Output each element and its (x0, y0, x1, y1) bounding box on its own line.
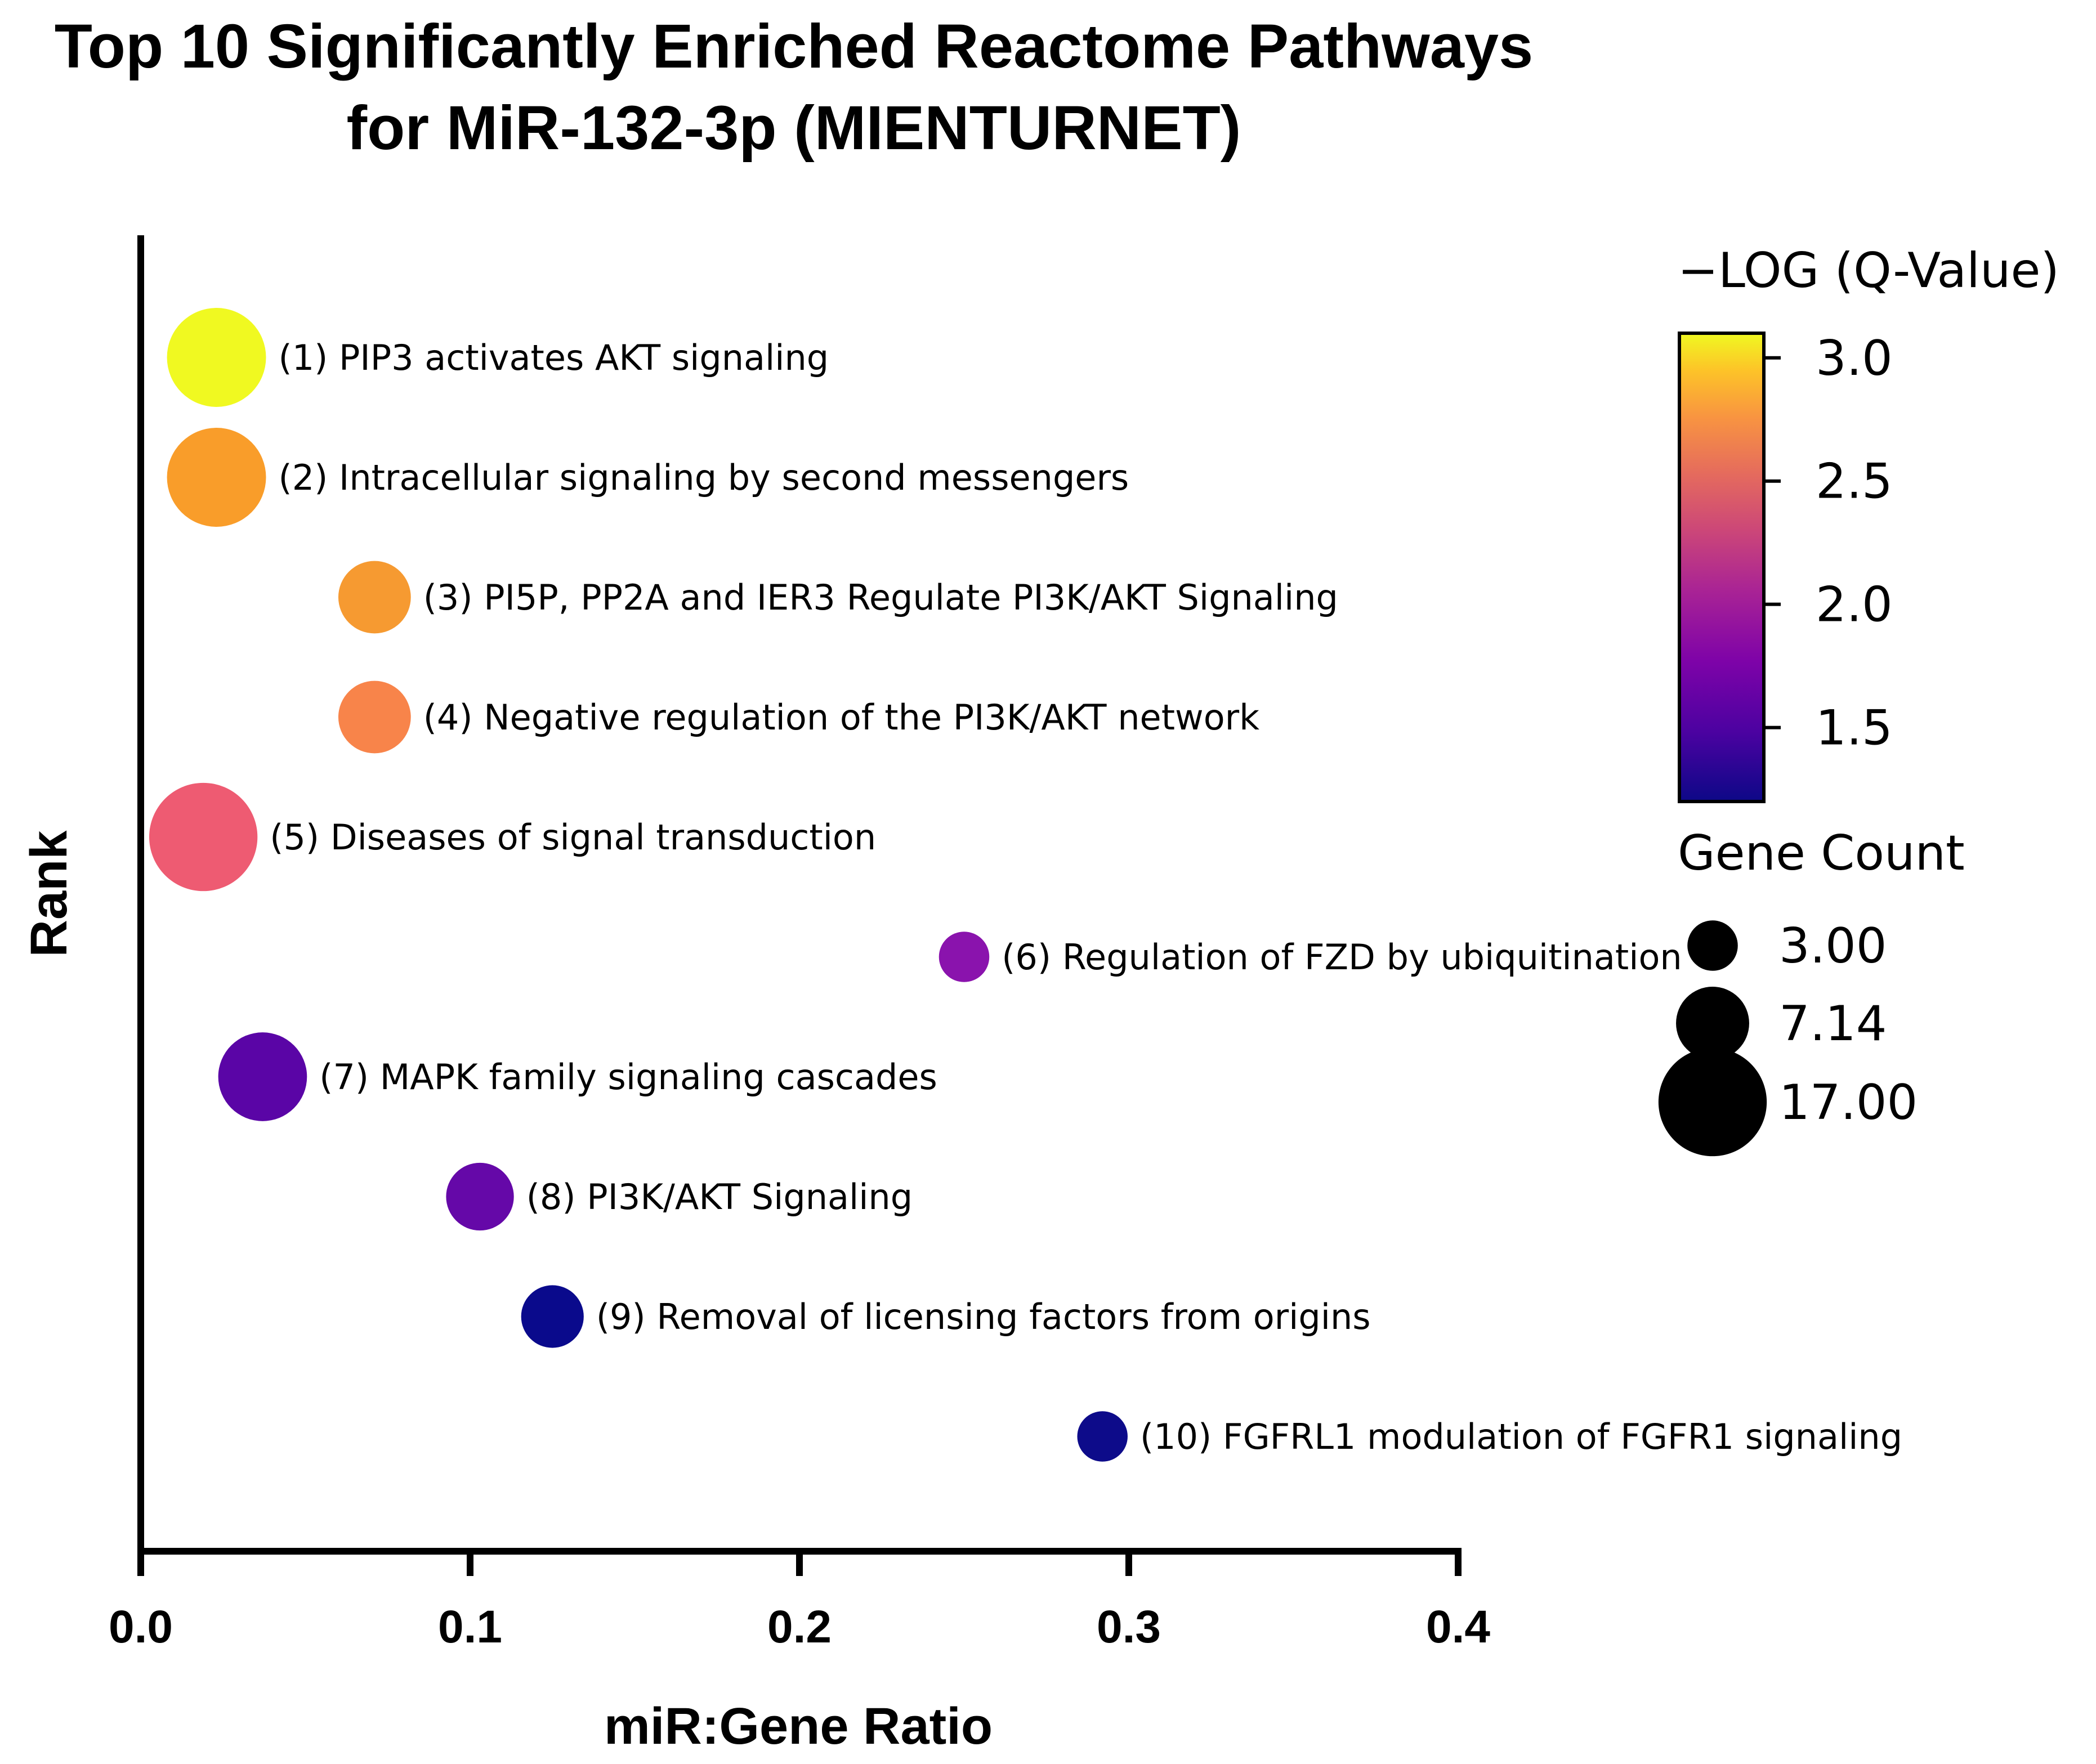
data-point-2 (167, 428, 266, 527)
x-axis-title: miR:Gene Ratio (604, 1698, 993, 1755)
data-point-label-3: (3) PI5P, PP2A and IER3 Regulate PI3K/AK… (423, 577, 1338, 618)
size-legend-label: 17.00 (1779, 1074, 1918, 1131)
y-axis-title: Rank (20, 830, 78, 957)
size-legend-marker (1658, 1047, 1767, 1157)
colorbar-tick-label: 2.5 (1816, 454, 1893, 510)
colorbar-tick-label: 2.0 (1816, 577, 1893, 633)
data-point-label-5: (5) Diseases of signal transduction (270, 817, 876, 858)
size-legend: 3.00 7.14 17.00 (1658, 918, 1918, 1157)
data-point-9 (521, 1285, 584, 1348)
data-point-3 (338, 561, 411, 634)
data-point-label-9: (9) Removal of licensing factors from or… (596, 1296, 1371, 1337)
data-point-label-8: (8) PI3K/AKT Signaling (526, 1176, 913, 1217)
x-tick-label: 0.4 (1426, 1601, 1490, 1653)
x-axis-ticks: 0.0 0.1 0.2 0.3 0.4 (109, 1551, 1490, 1653)
size-legend-label: 7.14 (1779, 996, 1887, 1052)
colorbar-ticks: 3.0 2.5 2.0 1.5 (1764, 330, 1893, 756)
size-legend-marker (1687, 920, 1738, 971)
data-point-4 (338, 680, 411, 754)
x-tick-label: 0.2 (767, 1601, 832, 1653)
color-legend-title: −LOG (Q-Value) (1678, 243, 2059, 299)
chart-title-line-2: for MiR-132-3p (MIENTURNET) (347, 93, 1241, 163)
size-legend-label: 3.00 (1779, 918, 1887, 974)
data-point-label-4: (4) Negative regulation of the PI3K/AKT … (423, 697, 1259, 738)
data-point-label-7: (7) MAPK family signaling cascades (319, 1056, 937, 1098)
colorbar-tick-label: 3.0 (1816, 330, 1893, 387)
data-point-label-6: (6) Regulation of FZD by ubiquitination (1002, 937, 1682, 978)
data-point-7 (218, 1032, 307, 1121)
data-point-5 (149, 782, 258, 892)
x-tick-label: 0.1 (438, 1601, 502, 1653)
x-tick-label: 0.0 (109, 1601, 173, 1653)
size-legend-marker (1676, 987, 1749, 1060)
colorbar-tick-label: 1.5 (1816, 700, 1893, 756)
data-point-1 (167, 308, 266, 407)
x-tick-label: 0.3 (1097, 1601, 1161, 1653)
colorbar (1678, 332, 1766, 803)
size-legend-title: Gene Count (1678, 825, 1965, 881)
chart-title-line-1: Top 10 Significantly Enriched Reactome P… (55, 12, 1533, 81)
data-point-8 (446, 1162, 514, 1231)
data-point-10 (1077, 1411, 1128, 1462)
data-point-label-2: (2) Intracellular signaling by second me… (279, 457, 1129, 498)
data-point-label-1: (1) PIP3 activates AKT signaling (279, 337, 829, 378)
data-points: (1) PIP3 activates AKT signaling (2) Intr… (149, 308, 1902, 1462)
data-point-label-10: (10) FGFRL1 modulation of FGFR1 signalin… (1140, 1416, 1902, 1457)
data-point-6 (938, 932, 990, 982)
